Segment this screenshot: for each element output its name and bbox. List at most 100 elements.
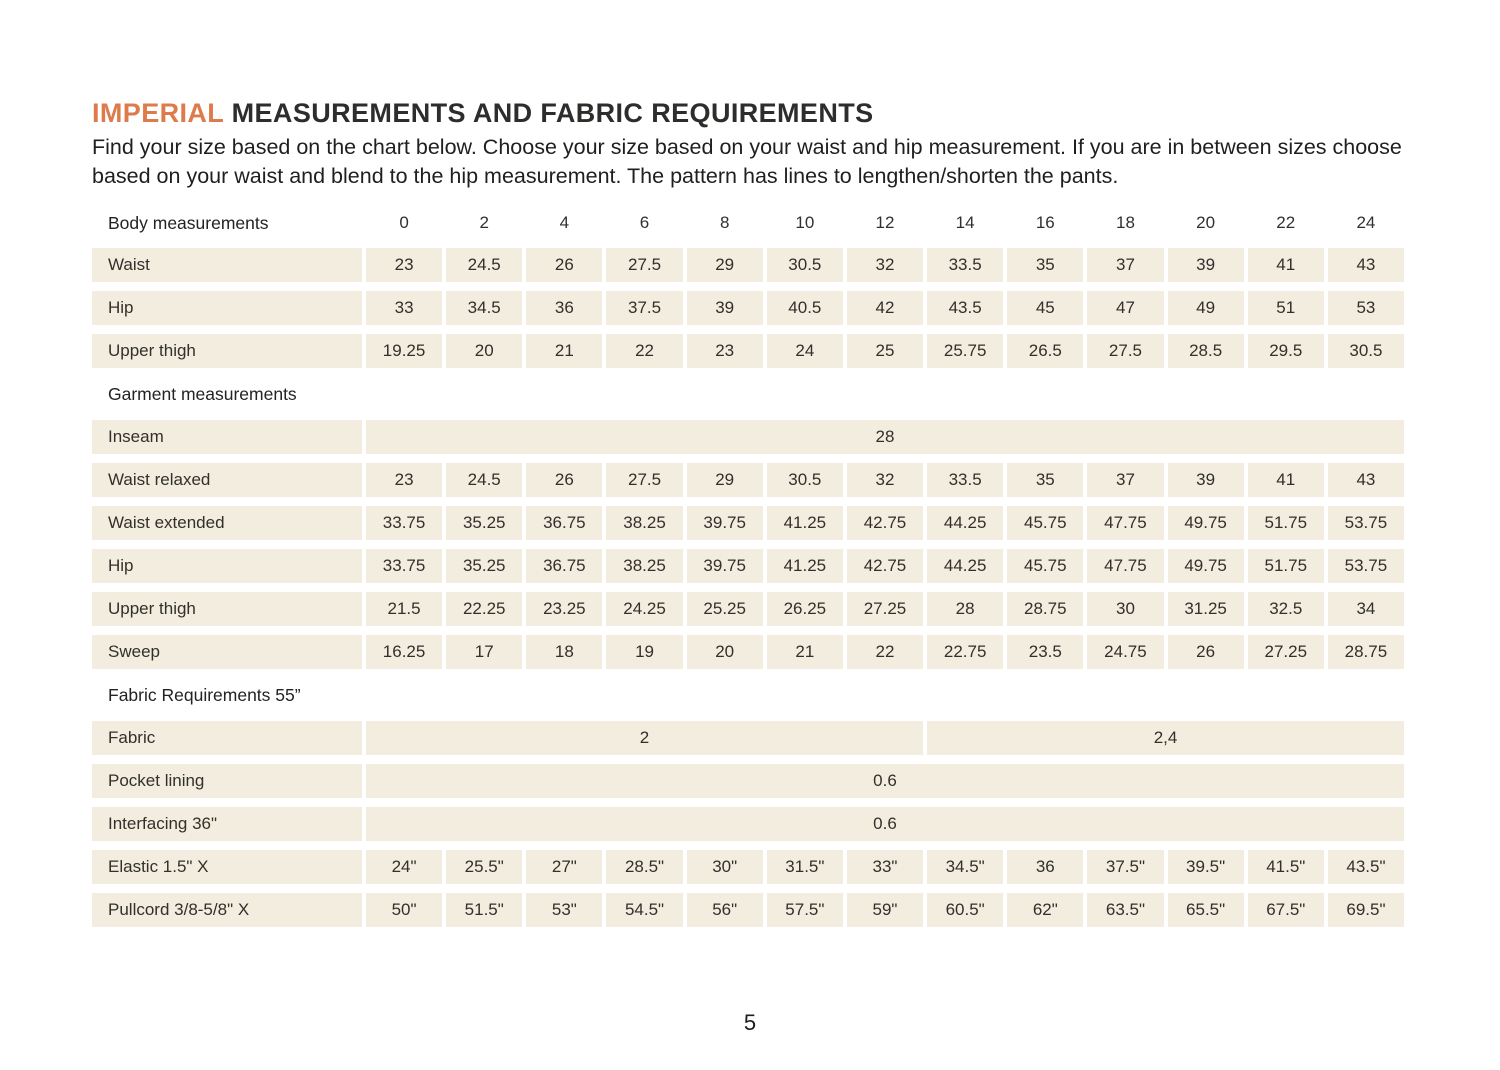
value-cell: 27.25 [1247,635,1324,669]
value-cell: 35 [1007,248,1084,282]
value-cell: 56" [686,893,763,927]
row-label: Waist extended [92,506,362,540]
size-column-header: 20 [1196,213,1216,232]
value-cell: 28.75 [1327,635,1404,669]
value-cell: 67.5" [1247,893,1324,927]
value-cell: 16.25 [366,635,443,669]
value-cell: 30.5 [766,463,843,497]
value-cell: 27.25 [846,592,924,626]
value-cell: 27" [526,850,603,884]
size-column-header: 0 [399,213,409,232]
value-cell: 37 [1087,463,1164,497]
value-cell: 35 [1007,463,1084,497]
table-row: Inseam 28 [92,420,1404,454]
value-cell: 34.5 [446,291,523,325]
value-cell: 45.75 [1007,549,1084,583]
value-cell: 24 [766,334,843,368]
value-cell: 20 [686,635,763,669]
value-cell: 33" [846,850,924,884]
value-cell: 40.5 [766,291,843,325]
row-label: Fabric [92,721,362,755]
value-cell: 53" [526,893,603,927]
value-cell: 24.25 [606,592,683,626]
value-cell: 2 [366,721,924,755]
size-column-header: 24 [1356,213,1376,232]
section-heading-row: Fabric Requirements 55” [92,678,1404,712]
value-cell: 42.75 [846,506,924,540]
value-cell: 29 [686,463,763,497]
page-title-accent: IMPERIAL [92,98,224,128]
row-label: Pullcord 3/8-5/8" X [92,893,362,927]
value-cell: 42 [846,291,924,325]
value-cell: 39 [1167,248,1244,282]
table-row: Pullcord 3/8-5/8" X 50" 51.5" 53" 54.5" 56" 57… [92,893,1404,927]
section-heading-row: Body measurements 0 2 4 6 8 10 12 14 16 18 20 22 24 [92,206,1404,240]
value-cell: 37 [1087,248,1164,282]
value-cell: 33.75 [366,506,443,540]
page-content: IMPERIAL MEASUREMENTS AND FABRIC REQUIRE… [92,97,1412,936]
value-cell: 39.75 [686,549,763,583]
value-cell: 19 [606,635,683,669]
value-cell: 45.75 [1007,506,1084,540]
value-cell: 0.6 [366,807,1404,841]
value-cell: 62" [1007,893,1084,927]
value-cell: 41.25 [766,549,843,583]
value-cell: 44.25 [927,549,1004,583]
value-cell: 23 [366,248,443,282]
row-label: Hip [92,549,362,583]
value-cell: 42.75 [846,549,924,583]
row-label: Elastic 1.5" X [92,850,362,884]
table-row: Waist 23 24.5 26 27.5 29 30.5 32 33.5 35 37 39 41 43 [92,248,1404,282]
value-cell: 21 [526,334,603,368]
value-cell: 36.75 [526,549,603,583]
value-cell: 22 [606,334,683,368]
value-cell: 33.75 [366,549,443,583]
size-column-header: 10 [795,213,815,232]
value-cell: 47.75 [1087,549,1164,583]
value-cell: 2,4 [927,721,1404,755]
value-cell: 43 [1327,248,1404,282]
table-row: Hip 33 34.5 36 37.5 39 40.5 42 43.5 45 47 49 51 53 [92,291,1404,325]
value-cell: 32 [846,463,924,497]
table-row: Elastic 1.5" X 24" 25.5" 27" 28.5" 30" 31.5" 33… [92,850,1404,884]
size-table: Body measurements 0 2 4 6 8 10 12 14 16 18 20 22 24 Wa… [92,206,1404,927]
table-row: Sweep 16.25 17 18 19 20 21 22 22.75 23.5 24.75 26 27… [92,635,1404,669]
value-cell: 28 [366,420,1404,454]
value-cell: 24.5 [446,463,523,497]
value-cell: 45 [1007,291,1084,325]
value-cell: 34.5" [927,850,1004,884]
value-cell: 37.5 [606,291,683,325]
value-cell: 44.25 [927,506,1004,540]
row-label: Sweep [92,635,362,669]
section-heading-label: Garment measurements [108,383,297,404]
value-cell: 21 [766,635,843,669]
value-cell: 65.5" [1167,893,1244,927]
row-label: Pocket lining [92,764,362,798]
value-cell: 33 [366,291,443,325]
value-cell: 53 [1327,291,1404,325]
value-cell: 26 [1167,635,1244,669]
row-label: Waist relaxed [92,463,362,497]
value-cell: 51 [1247,291,1324,325]
value-cell: 41 [1247,463,1324,497]
table-row: Fabric 2 2,4 [92,721,1404,755]
value-cell: 63.5" [1087,893,1164,927]
value-cell: 27.5 [606,463,683,497]
value-cell: 51.75 [1247,506,1324,540]
value-cell: 43.5 [927,291,1004,325]
value-cell: 39.5" [1167,850,1244,884]
value-cell: 38.25 [606,506,683,540]
value-cell: 39 [1167,463,1244,497]
value-cell: 32.5 [1247,592,1324,626]
value-cell: 38.25 [606,549,683,583]
value-cell: 51.75 [1247,549,1324,583]
value-cell: 28.5 [1167,334,1244,368]
value-cell: 49 [1167,291,1244,325]
row-label: Hip [92,291,362,325]
value-cell: 30 [1087,592,1164,626]
value-cell: 21.5 [366,592,443,626]
table-row: Interfacing 36" 0.6 [92,807,1404,841]
table-row: Hip 33.75 35.25 36.75 38.25 39.75 41.25 42.75 44… [92,549,1404,583]
intro-paragraph: Find your size based on the chart below.… [92,135,1402,188]
value-cell: 23 [366,463,443,497]
